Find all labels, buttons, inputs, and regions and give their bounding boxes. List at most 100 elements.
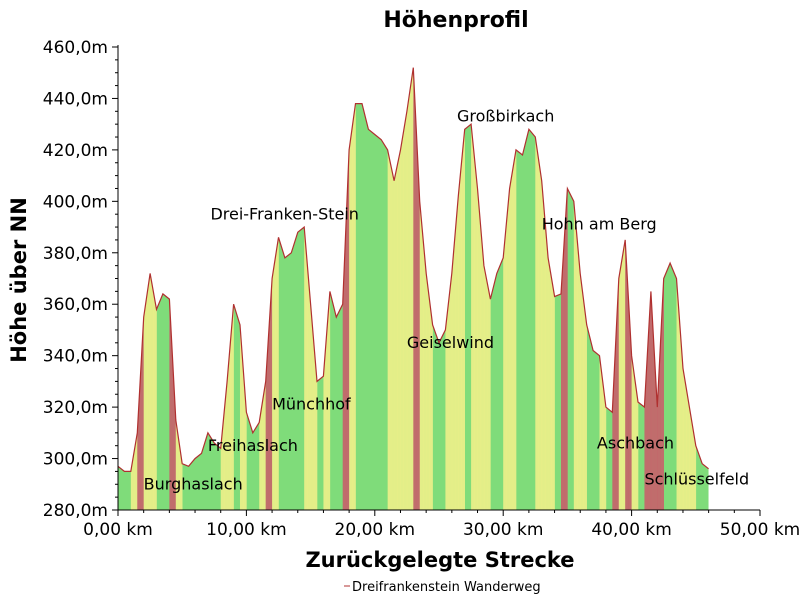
slope-stripe (400, 67, 404, 510)
slope-stripe (474, 67, 478, 510)
slope-stripe (140, 67, 144, 510)
y-tick-label: 440,0m (43, 89, 108, 109)
x-tick-label: 10,00 km (206, 520, 286, 540)
slope-stripe (503, 67, 507, 510)
slope-stripe (506, 67, 510, 510)
x-tick-label: 20,00 km (335, 520, 415, 540)
x-tick-label: 40,00 km (591, 520, 671, 540)
slope-stripe (310, 67, 315, 510)
y-tick-label: 400,0m (43, 192, 108, 212)
slope-stripe (323, 67, 327, 510)
slope-stripe (461, 67, 465, 510)
slope-stripe (445, 67, 449, 510)
slope-stripe (483, 67, 488, 510)
legend: Dreifrankenstein Wanderweg (344, 580, 541, 595)
x-tick-label: 30,00 km (463, 520, 543, 540)
x-axis-ticks: 0,00 km 10,00 km 20,00 km 30,00 km 40,00 km 5… (83, 510, 800, 540)
slope-stripe (178, 67, 183, 510)
slope-stripe (403, 67, 408, 510)
elevation-line (117, 67, 709, 472)
slope-stripe (150, 67, 154, 510)
slope-stripe (130, 67, 135, 510)
legend-label: Dreifrankenstein Wanderweg (352, 580, 541, 595)
place-label: Münchhof (272, 395, 351, 414)
y-tick-label: 320,0m (43, 398, 108, 418)
slope-stripe (153, 67, 157, 510)
y-tick-label: 280,0m (43, 501, 108, 521)
slope-stripe (573, 67, 578, 510)
slope-stripe (429, 67, 433, 510)
y-axis-ticks: 280,0m 300,0m 320,0m 340,0m 360,0m 380,0m 400,… (43, 38, 118, 521)
slope-stripe (564, 67, 568, 510)
slope-stripe (394, 67, 398, 510)
slope-stripe (349, 67, 353, 510)
slope-stripe (509, 67, 514, 510)
slope-stripe (410, 67, 414, 510)
slope-stripe (275, 67, 279, 510)
slope-stripe (390, 67, 395, 510)
slope-stripe (535, 67, 539, 510)
slope-stripe (416, 67, 421, 510)
slope-stripe (345, 67, 350, 510)
slope-stripe (304, 67, 308, 510)
slope-stripe (560, 67, 565, 510)
place-label: Burghaslach (144, 474, 243, 493)
slope-stripe (618, 67, 623, 510)
slope-stripe (326, 67, 331, 510)
x-axis-label: Zurückgelegte Strecke (305, 548, 574, 572)
place-label: Geiselwind (407, 333, 494, 352)
x-tick-label: 50,00 km (720, 520, 800, 540)
y-tick-label: 460,0m (43, 38, 108, 58)
x-tick-label: 0,00 km (83, 520, 153, 540)
slope-stripe (352, 67, 356, 510)
slope-stripe (625, 67, 629, 510)
slope-stripe (422, 67, 427, 510)
place-label: Großbirkach (457, 107, 554, 126)
slope-stripe (406, 67, 411, 510)
slope-stripe (342, 67, 347, 510)
slope-stripe (682, 67, 687, 510)
slope-stripe (169, 67, 173, 510)
slope-stripe (455, 67, 459, 510)
slope-stripe (137, 67, 141, 510)
slope-stripe (387, 67, 392, 510)
slope-stripe (686, 67, 690, 510)
place-label: Drei-Franken-Stein (210, 204, 358, 223)
slope-stripe (458, 67, 462, 510)
slope-stripe (146, 67, 151, 510)
slope-stripe (313, 67, 318, 510)
slope-stripe (544, 67, 549, 510)
y-tick-label: 420,0m (43, 141, 108, 161)
slope-stripe (172, 67, 177, 510)
y-tick-label: 300,0m (43, 450, 108, 470)
slope-stripe (471, 67, 475, 510)
place-annotations: Burghaslach Freihaslach Drei-Franken-Stein… (144, 107, 749, 494)
slope-stripe (548, 67, 552, 510)
slope-stripe (477, 67, 482, 510)
place-label: Aschbach (597, 433, 674, 452)
slope-stripe (689, 67, 693, 510)
place-label: Hohn am Berg (542, 215, 657, 234)
y-tick-label: 340,0m (43, 347, 108, 367)
slope-stripe (577, 67, 581, 510)
y-tick-label: 380,0m (43, 244, 108, 264)
slope-stripe (583, 67, 587, 510)
place-label: Freihaslach (208, 436, 298, 455)
slope-stripe (679, 67, 684, 510)
slope-stripe (272, 67, 276, 510)
place-label: Schlüsselfeld (644, 469, 749, 488)
slope-stripe (541, 67, 546, 510)
slope-stripe (512, 67, 517, 510)
slope-stripe (621, 67, 626, 510)
slope-stripe (419, 67, 424, 510)
slope-stripe (143, 67, 148, 510)
slope-stripe (413, 67, 417, 510)
chart-title: Höhenprofil (383, 8, 528, 33)
y-tick-label: 360,0m (43, 295, 108, 315)
slope-stripe (397, 67, 401, 510)
slope-stripe (451, 67, 456, 510)
slope-stripe (480, 67, 485, 510)
slope-stripe (538, 67, 543, 510)
y-axis-label: Höhe über NN (7, 197, 31, 363)
